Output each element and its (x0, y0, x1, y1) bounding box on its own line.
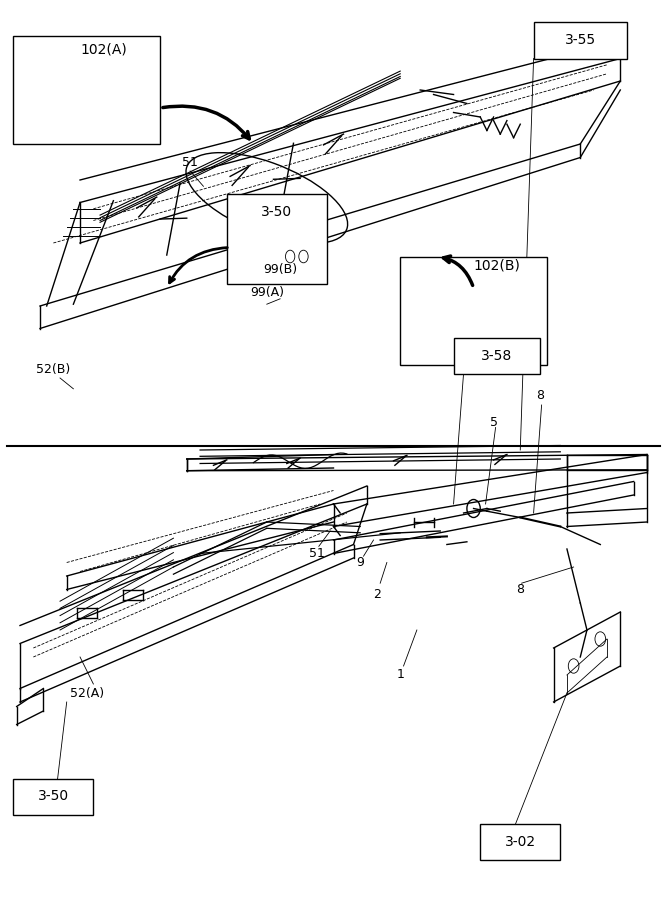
Text: 3-55: 3-55 (565, 33, 596, 48)
Text: 9: 9 (356, 556, 364, 569)
FancyBboxPatch shape (534, 22, 627, 58)
FancyBboxPatch shape (454, 338, 540, 374)
Text: 2: 2 (373, 588, 381, 600)
Text: 3-58: 3-58 (482, 348, 512, 363)
Text: 102(B): 102(B) (474, 258, 520, 273)
Text: 52(B): 52(B) (36, 363, 71, 375)
FancyBboxPatch shape (13, 778, 93, 814)
FancyBboxPatch shape (13, 36, 160, 144)
FancyBboxPatch shape (400, 256, 547, 365)
Text: 51: 51 (182, 156, 198, 168)
Text: 3-50: 3-50 (38, 789, 69, 804)
FancyArrowPatch shape (163, 106, 249, 139)
Text: 52(A): 52(A) (69, 687, 104, 699)
Text: 1: 1 (396, 669, 404, 681)
FancyBboxPatch shape (480, 824, 560, 859)
Text: 3-02: 3-02 (505, 834, 536, 849)
Text: 5: 5 (490, 417, 498, 429)
FancyArrowPatch shape (169, 248, 227, 283)
Text: 8: 8 (536, 390, 544, 402)
FancyBboxPatch shape (227, 194, 327, 284)
Text: 99(A): 99(A) (250, 286, 283, 299)
Text: 51: 51 (309, 547, 325, 560)
Text: 3-50: 3-50 (261, 204, 292, 219)
Text: 99(B): 99(B) (263, 264, 297, 276)
Ellipse shape (186, 153, 348, 243)
Text: 8: 8 (516, 583, 524, 596)
FancyArrowPatch shape (444, 256, 473, 285)
Text: 102(A): 102(A) (80, 42, 127, 57)
